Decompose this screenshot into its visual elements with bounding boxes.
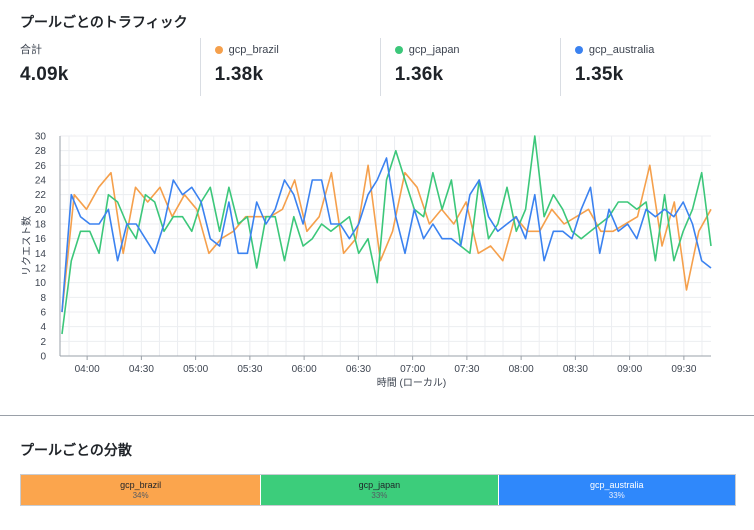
x-tick-label: 06:30	[346, 364, 371, 375]
traffic-title: プールごとのトラフィック	[20, 14, 188, 30]
x-tick-label: 09:30	[671, 364, 696, 375]
legend-dot-icon	[574, 46, 583, 54]
y-tick-label: 28	[35, 146, 47, 157]
distribution-segment-gcp-japan[interactable]: gcp_japan 33%	[261, 475, 499, 505]
y-tick-label: 22	[35, 190, 47, 201]
y-axis-title: リクエスト数	[20, 216, 33, 276]
stat-brazil-value: 1.38k	[214, 64, 264, 85]
y-tick-label: 2	[40, 337, 46, 348]
y-tick-label: 0	[40, 352, 46, 363]
y-tick-label: 6	[40, 308, 46, 319]
segment-percent: 33%	[608, 490, 625, 500]
y-tick-label: 4	[40, 322, 46, 333]
series-line-gcp-australia	[61, 157, 712, 313]
stat-brazil-label: gcp_brazil	[228, 44, 279, 56]
segment-name: gcp_brazil	[120, 479, 162, 490]
x-tick-label: 04:30	[129, 364, 154, 375]
y-tick-label: 30	[35, 132, 47, 143]
x-tick-label: 05:00	[183, 364, 208, 375]
stat-gcp-brazil[interactable]: gcp_brazil 1.38k	[199, 38, 380, 96]
x-tick-label: 07:00	[400, 364, 425, 375]
x-tick-label: 08:00	[509, 364, 534, 375]
x-tick-label: 04:00	[75, 364, 100, 375]
stat-japan-label: gcp_japan	[408, 44, 460, 56]
x-tick-label: 08:30	[563, 364, 588, 375]
stat-japan-value: 1.36k	[394, 64, 444, 85]
stat-gcp-japan[interactable]: gcp_japan 1.36k	[379, 38, 560, 96]
series-line-gcp-brazil	[61, 164, 712, 313]
legend-dot-icon	[214, 46, 223, 54]
segment-percent: 34%	[132, 490, 149, 500]
stat-gcp-australia[interactable]: gcp_australia 1.35k	[559, 38, 740, 96]
distribution-title: プールごとの分散	[20, 442, 132, 458]
distribution-bar: gcp_brazil 34% gcp_japan 33% gcp_austral…	[20, 474, 736, 506]
stats-row: 合計 4.09k gcp_brazil 1.38k gcp_japan 1.36…	[20, 38, 740, 96]
x-tick-label: 07:30	[454, 364, 479, 375]
stat-total: 合計 4.09k	[20, 38, 200, 96]
y-tick-label: 24	[35, 176, 47, 187]
segment-name: gcp_australia	[590, 479, 644, 490]
series-line-gcp-japan	[61, 135, 712, 335]
stat-total-value: 4.09k	[20, 64, 69, 85]
x-tick-label: 09:00	[617, 364, 642, 375]
segment-percent: 33%	[371, 490, 388, 500]
x-tick-label: 06:00	[292, 364, 317, 375]
segment-name: gcp_japan	[358, 479, 401, 490]
x-axis-title: 時間 (ローカル)	[377, 377, 446, 389]
y-tick-label: 10	[35, 278, 47, 289]
y-tick-label: 16	[35, 234, 47, 245]
y-tick-label: 14	[35, 249, 47, 260]
y-tick-label: 12	[35, 264, 47, 275]
stat-total-label: 合計	[20, 44, 42, 56]
distribution-segment-gcp-brazil[interactable]: gcp_brazil 34%	[21, 475, 262, 505]
y-tick-label: 20	[35, 205, 47, 216]
section-divider	[0, 415, 754, 416]
distribution-segment-gcp-australia[interactable]: gcp_australia 33%	[498, 475, 735, 505]
stat-australia-label: gcp_australia	[588, 44, 655, 56]
y-tick-label: 26	[35, 161, 47, 172]
y-tick-label: 18	[35, 220, 47, 231]
chart-series	[61, 135, 712, 335]
x-tick-label: 05:30	[237, 364, 262, 375]
stat-australia-value: 1.35k	[574, 64, 624, 85]
legend-dot-icon	[394, 46, 403, 54]
y-tick-label: 8	[40, 293, 46, 304]
